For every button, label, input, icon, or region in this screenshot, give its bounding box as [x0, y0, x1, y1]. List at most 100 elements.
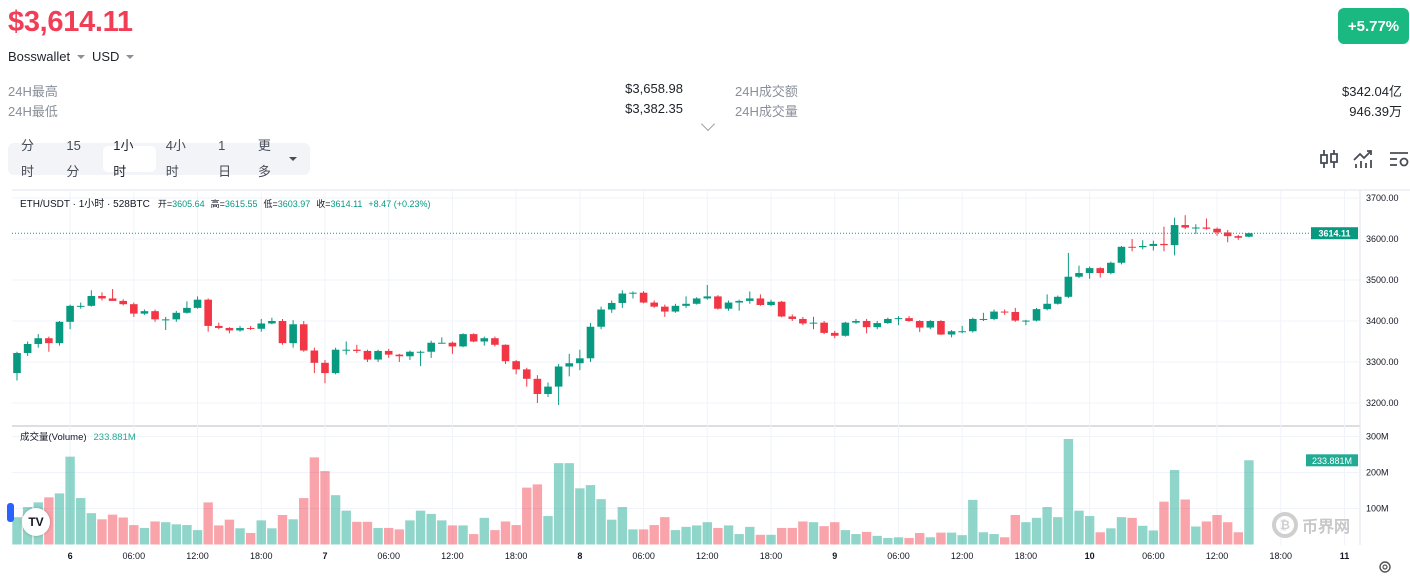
volume-bar: [352, 521, 362, 545]
candle-body: [161, 319, 170, 321]
candle-body: [958, 331, 966, 333]
settings-list-icon[interactable]: [1388, 148, 1410, 170]
chart-settings-gear-icon[interactable]: [1378, 560, 1392, 574]
candle-body: [969, 318, 977, 332]
last-price-label: 3614.11: [1318, 229, 1350, 239]
volume-bar: [798, 521, 808, 545]
volume-bar: [171, 524, 181, 545]
candle-body: [395, 354, 404, 357]
candle-body: [937, 321, 945, 335]
candle-body: [1181, 225, 1189, 228]
volume-bar: [776, 527, 787, 545]
candle-body: [533, 378, 542, 394]
candle-body: [1223, 232, 1232, 237]
tab-more-label: 更多: [257, 138, 271, 179]
volume-bar: [1042, 507, 1052, 545]
caret-down-icon: [77, 54, 86, 59]
candlestick-icon[interactable]: [1318, 148, 1340, 170]
currency-selector[interactable]: USD: [92, 49, 135, 64]
volume-bar: [766, 534, 776, 545]
candle-body: [416, 351, 425, 353]
candle-body: [979, 318, 988, 320]
volume-bar: [394, 529, 405, 545]
volume-bar: [734, 534, 744, 545]
candle-body: [289, 324, 297, 344]
candle-body: [438, 342, 446, 344]
candle-body: [225, 327, 234, 331]
candle-body: [915, 321, 924, 328]
exchange-selector[interactable]: Bosswallet: [8, 49, 86, 64]
volume-bar: [1063, 439, 1074, 545]
volume-bar: [968, 499, 978, 545]
current-price: $3,614.11: [8, 6, 133, 38]
legend-open-label: 开=: [157, 199, 173, 209]
volume-bar: [532, 484, 543, 545]
candle-body: [459, 334, 467, 347]
indicator-icon[interactable]: [1352, 148, 1374, 170]
volume-bar: [585, 485, 596, 545]
expand-sidebar-tab[interactable]: [7, 503, 14, 522]
stat-label-24h-low: 24H最低: [8, 104, 58, 119]
candle-body: [480, 338, 489, 342]
change-badge: +5.77%: [1338, 8, 1409, 44]
caret-down-icon: [288, 157, 297, 161]
volume-bar: [65, 456, 75, 545]
volume-bar: [1233, 532, 1243, 545]
candle-body: [618, 293, 627, 303]
time-axis-label: 11: [1340, 551, 1350, 561]
candle-body: [692, 298, 701, 304]
volume-bar: [904, 538, 914, 545]
volume-bar: [649, 525, 659, 545]
volume-bar: [1116, 517, 1127, 545]
legend-close: 3614.11: [330, 199, 363, 209]
volume-bar: [702, 522, 712, 545]
price-axis-label: 3200.00: [1366, 398, 1399, 408]
volume-bar: [681, 526, 691, 545]
volume-bar: [840, 530, 851, 545]
candle-body: [841, 322, 850, 336]
volume-bar: [978, 532, 989, 545]
volume-bar: [1180, 499, 1190, 545]
candle-body: [501, 344, 510, 362]
volume-bar: [925, 537, 936, 545]
last-price-tag: [1311, 227, 1358, 240]
candle-body: [384, 350, 393, 355]
volume-bar: [861, 531, 872, 545]
candle-body: [1096, 268, 1105, 274]
tab-more[interactable]: 更多: [248, 138, 307, 179]
volume-legend: 成交量(Volume) 233.881M: [20, 432, 136, 444]
volume-bar: [553, 463, 564, 545]
tradingview-logo[interactable]: TV: [22, 508, 50, 536]
candle-body: [1064, 276, 1073, 297]
candle-body: [926, 321, 935, 328]
candle-body: [1075, 273, 1083, 277]
candle-body: [268, 321, 276, 324]
volume-bar: [500, 521, 511, 545]
candle-body: [682, 303, 690, 306]
candle-body: [1107, 262, 1115, 274]
candle-body: [767, 301, 775, 306]
candle-body: [788, 316, 797, 319]
legend-open: 3605.64: [172, 199, 205, 209]
candle-body: [491, 338, 499, 345]
volume-bar: [1084, 516, 1095, 545]
volume-legend-value: 233.881M: [93, 432, 136, 443]
volume-bar: [405, 520, 415, 545]
candle-body: [45, 338, 53, 344]
time-axis-label: 7: [322, 551, 327, 561]
candle-body: [703, 296, 712, 299]
candle-body: [310, 350, 319, 363]
candle-body: [799, 318, 807, 324]
legend-open-pair: 开= 3605.64: [158, 198, 205, 211]
time-axis-label: 10: [1085, 551, 1095, 561]
candle-body: [353, 349, 361, 351]
interval-tabs: 分时 15分 1小时 4小时 1日 更多: [8, 138, 310, 179]
candle-body: [1043, 303, 1051, 310]
candle-body: [522, 369, 531, 379]
volume-bar: [129, 525, 139, 545]
candle-body: [204, 299, 212, 326]
volume-bar: [596, 499, 606, 545]
candle-body: [1213, 228, 1221, 233]
volume-bar: [617, 507, 628, 545]
